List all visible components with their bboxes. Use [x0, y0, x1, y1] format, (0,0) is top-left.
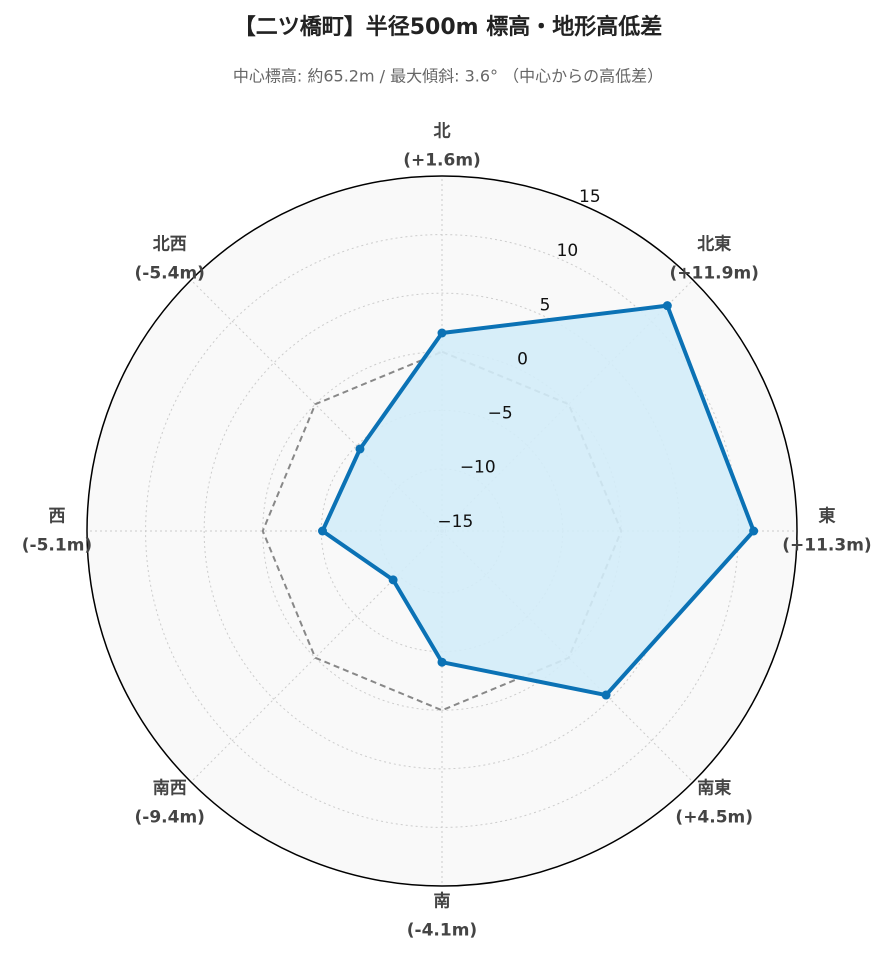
category-label: 西 — [49, 507, 66, 527]
value-label: (-4.1m) — [407, 921, 477, 941]
r-tick-label: 15 — [579, 187, 601, 207]
r-tick-label: −15 — [437, 512, 473, 532]
chart-subtitle: 中心標高: 約65.2m / 最大傾斜: 3.6° （中心からの高低差） — [233, 67, 663, 86]
data-point — [601, 690, 611, 700]
data-point — [662, 301, 672, 311]
grid-spoke — [190, 279, 443, 532]
category-label: 南西 — [153, 778, 187, 799]
value-label: (-9.4m) — [135, 808, 205, 828]
data-point — [388, 575, 398, 585]
r-tick-label: −5 — [488, 404, 513, 424]
data-point — [437, 657, 447, 667]
r-tick-label: 5 — [540, 295, 551, 315]
category-label: 南 — [434, 891, 451, 912]
data-point — [355, 444, 365, 454]
value-label: (+11.3m) — [782, 536, 871, 556]
category-label: 北 — [434, 122, 451, 142]
category-label: 東 — [819, 506, 836, 527]
category-label: 北西 — [153, 234, 187, 254]
r-tick-label: 0 — [517, 349, 528, 369]
data-point — [437, 328, 447, 338]
value-label: (-5.1m) — [22, 536, 92, 556]
grid-spoke — [441, 530, 694, 783]
grid-spoke — [190, 530, 443, 783]
chart-title: 【二ツ橋町】半径500m 標高・地形高低差 — [234, 14, 663, 40]
outer-circle — [86, 175, 798, 887]
value-label: (+4.5m) — [675, 808, 753, 828]
value-label: (+1.6m) — [403, 151, 481, 171]
category-label: 南東 — [697, 778, 731, 799]
data-point — [749, 526, 759, 536]
value-label: (+11.9m) — [670, 263, 759, 283]
category-label: 北東 — [697, 233, 731, 254]
r-tick-label: −10 — [460, 458, 496, 478]
r-tick-label: 10 — [557, 241, 579, 261]
value-label: (-5.4m) — [135, 263, 205, 283]
data-point — [317, 526, 327, 536]
